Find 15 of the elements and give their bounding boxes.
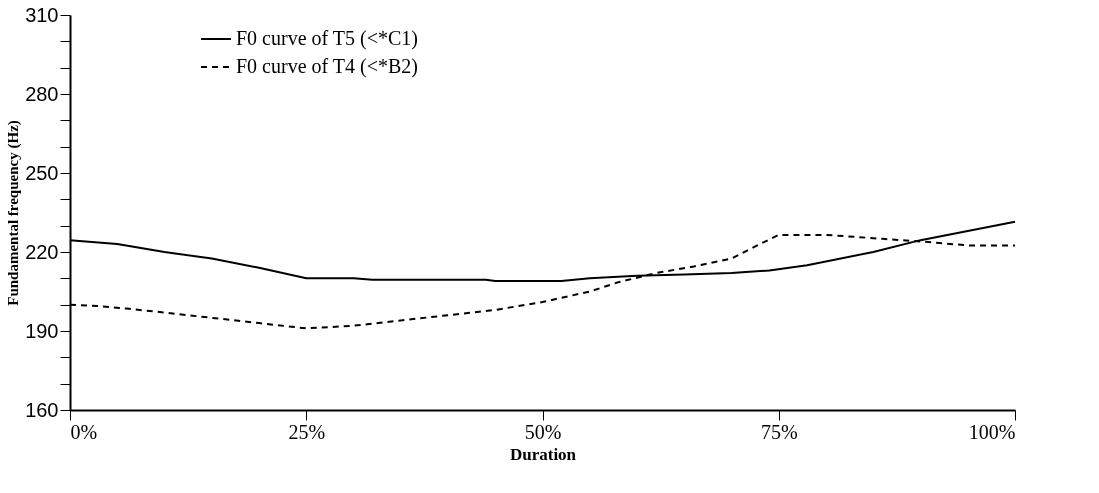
y-tick-label: 160	[25, 398, 59, 421]
legend-label: F0 curve of T5 (<*C1)	[236, 27, 418, 50]
y-tick-label: 280	[25, 82, 59, 105]
x-tick-label: 25%	[288, 420, 326, 443]
y-tick-label: 220	[25, 240, 59, 263]
y-axis-title: Fundamental frequency (Hz)	[5, 120, 23, 306]
x-axis-title: Duration	[509, 444, 577, 464]
y-tick-label: 250	[25, 161, 59, 184]
x-tick-label: 100%	[968, 420, 1016, 443]
y-tick-label: 190	[25, 319, 59, 342]
x-tick-label: 0%	[70, 420, 98, 443]
x-tick-label: 75%	[760, 420, 798, 443]
y-tick-label: 310	[25, 3, 59, 26]
legend-label: F0 curve of T4 (<*B2)	[236, 55, 418, 78]
x-tick-label: 50%	[524, 420, 562, 443]
